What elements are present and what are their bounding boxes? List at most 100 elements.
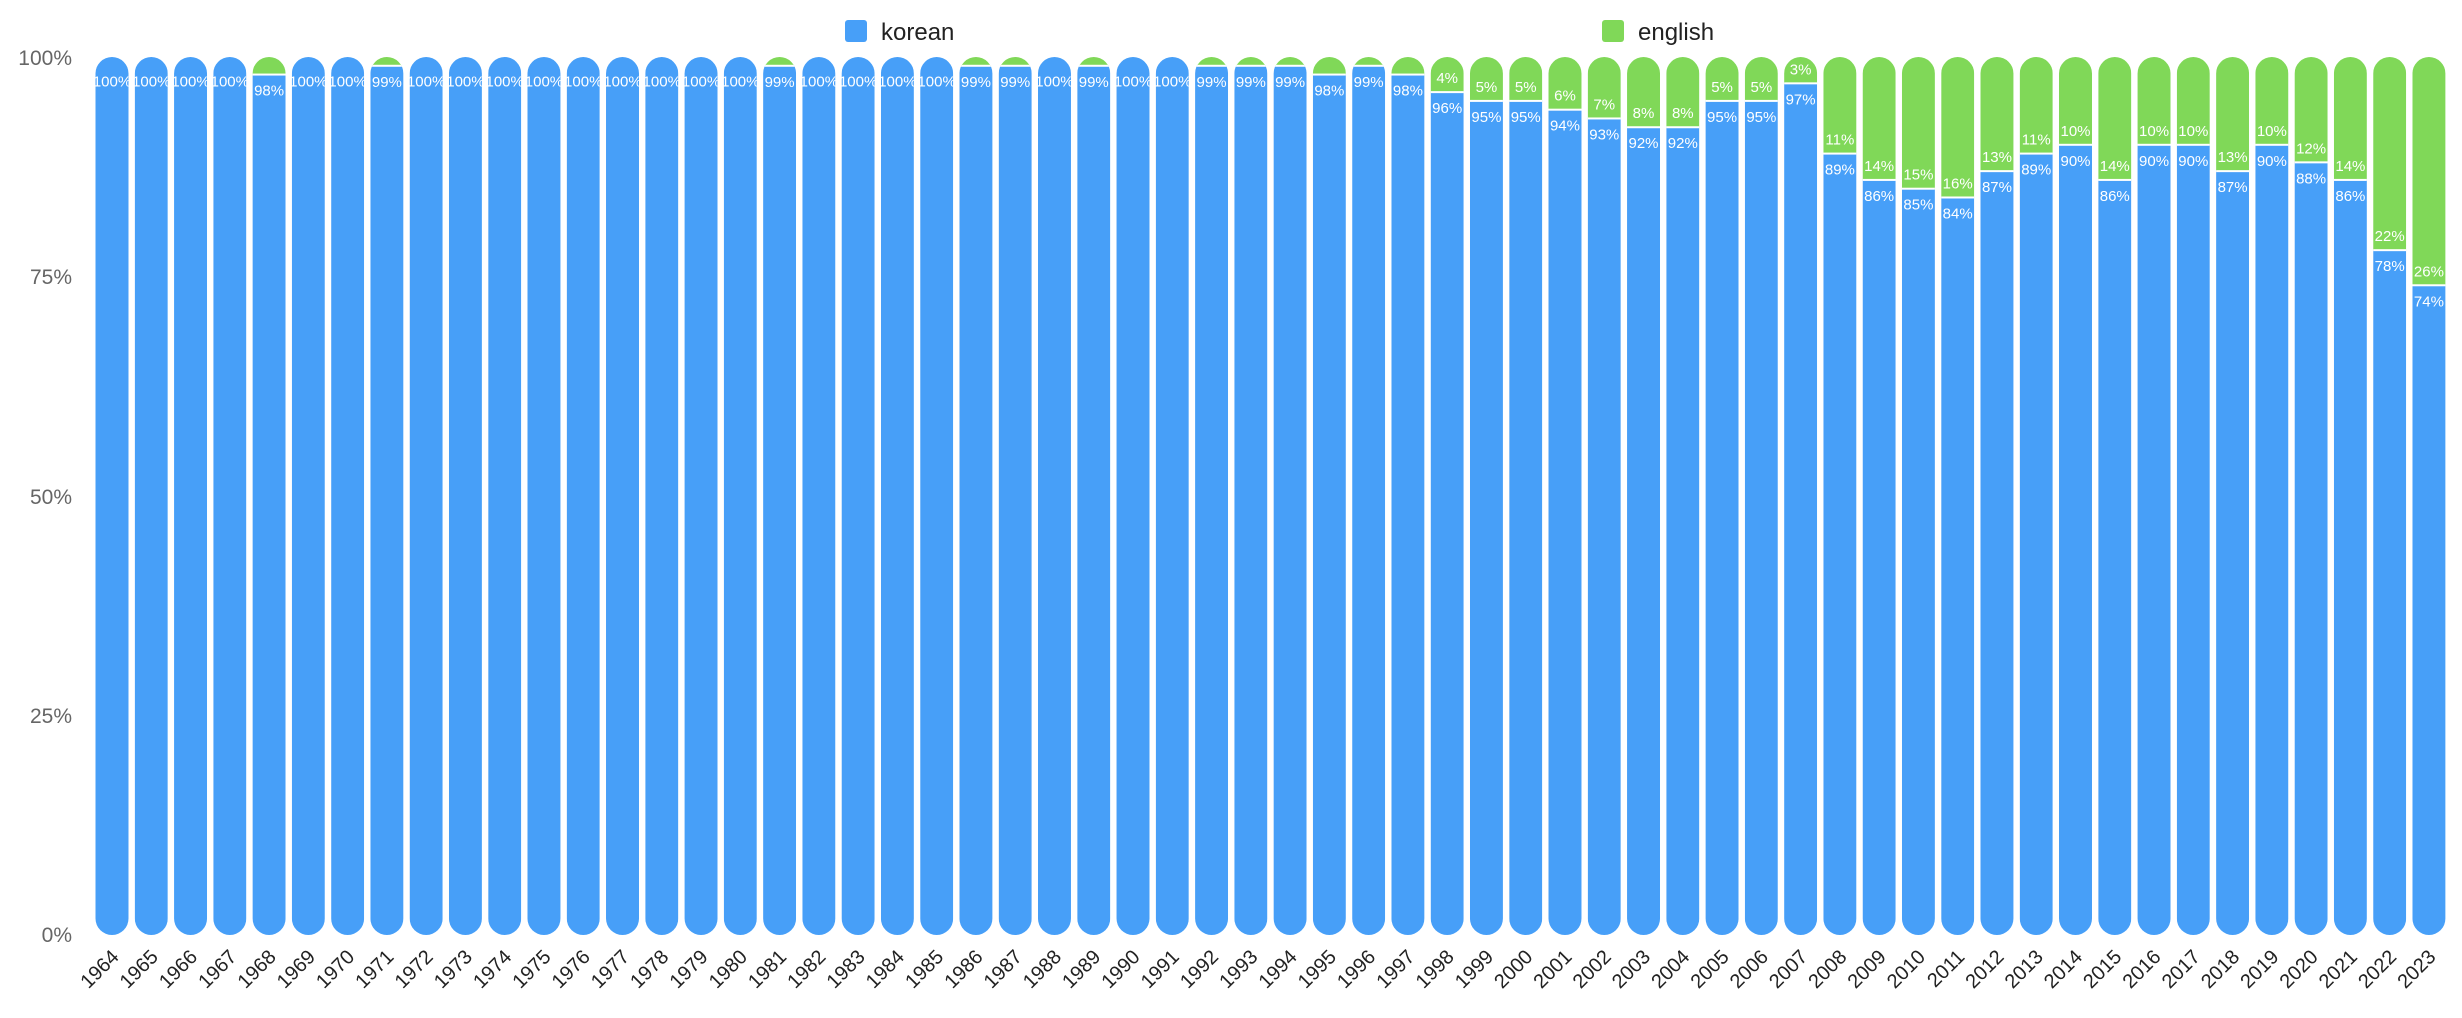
- bar-segment-english[interactable]: [1823, 57, 1857, 154]
- bar-segment-korean[interactable]: [527, 57, 561, 935]
- bar-segment-korean[interactable]: [684, 57, 718, 935]
- bar-segment-english[interactable]: [1312, 57, 1346, 75]
- bar-segment-korean[interactable]: [2019, 153, 2053, 935]
- bar-segment-korean[interactable]: [566, 57, 600, 935]
- bar-segment-english[interactable]: [1901, 57, 1935, 189]
- bar-1974[interactable]: [488, 57, 522, 935]
- bar-segment-korean[interactable]: [723, 57, 757, 935]
- bar-segment-english[interactable]: [1195, 57, 1229, 66]
- bar-segment-korean[interactable]: [95, 57, 129, 935]
- bar-segment-korean[interactable]: [1234, 65, 1268, 935]
- bar-2022[interactable]: [2373, 57, 2407, 935]
- bar-2002[interactable]: [1587, 57, 1621, 935]
- bar-segment-english[interactable]: [1666, 57, 1700, 128]
- bar-segment-english[interactable]: [2255, 57, 2289, 145]
- bar-segment-korean[interactable]: [1901, 188, 1935, 935]
- bar-segment-korean[interactable]: [1469, 100, 1503, 935]
- bar-1971[interactable]: [370, 57, 404, 935]
- bar-segment-english[interactable]: [1077, 57, 1111, 66]
- bar-2008[interactable]: [1823, 57, 1857, 935]
- bar-segment-english[interactable]: [959, 57, 993, 66]
- bar-segment-english[interactable]: [1430, 57, 1464, 93]
- bar-1984[interactable]: [880, 57, 914, 935]
- bar-segment-korean[interactable]: [134, 57, 168, 935]
- bar-2006[interactable]: [1744, 57, 1778, 935]
- bar-1978[interactable]: [645, 57, 679, 935]
- bar-segment-english[interactable]: [1391, 57, 1425, 75]
- bar-segment-korean[interactable]: [1391, 74, 1425, 935]
- bar-segment-korean[interactable]: [2255, 144, 2289, 935]
- bar-segment-english[interactable]: [1980, 57, 2014, 172]
- bar-segment-korean[interactable]: [213, 57, 247, 935]
- bar-segment-korean[interactable]: [1823, 153, 1857, 935]
- bar-segment-english[interactable]: [1509, 57, 1543, 101]
- bar-segment-korean[interactable]: [998, 65, 1032, 935]
- bar-segment-korean[interactable]: [409, 57, 443, 935]
- bar-2007[interactable]: [1784, 57, 1818, 935]
- bar-segment-english[interactable]: [1941, 57, 1975, 198]
- bar-1966[interactable]: [174, 57, 208, 935]
- bar-segment-korean[interactable]: [1784, 83, 1818, 935]
- bar-1973[interactable]: [448, 57, 482, 935]
- bar-segment-korean[interactable]: [2373, 250, 2407, 935]
- bar-1993[interactable]: [1234, 57, 1268, 935]
- bar-2000[interactable]: [1509, 57, 1543, 935]
- bar-1979[interactable]: [684, 57, 718, 935]
- bar-1995[interactable]: [1312, 57, 1346, 935]
- bar-2010[interactable]: [1901, 57, 1935, 935]
- bar-segment-english[interactable]: [1744, 57, 1778, 101]
- bar-1967[interactable]: [213, 57, 247, 935]
- bar-1964[interactable]: [95, 57, 129, 935]
- bar-segment-korean[interactable]: [448, 57, 482, 935]
- bar-segment-korean[interactable]: [1941, 197, 1975, 935]
- bar-segment-korean[interactable]: [2098, 179, 2132, 935]
- bar-2017[interactable]: [2176, 57, 2210, 935]
- bar-segment-korean[interactable]: [1155, 57, 1189, 935]
- bar-segment-korean[interactable]: [2412, 285, 2446, 935]
- bar-segment-korean[interactable]: [1587, 118, 1621, 935]
- bar-segment-korean[interactable]: [1312, 74, 1346, 935]
- bar-segment-korean[interactable]: [1744, 100, 1778, 935]
- bar-1976[interactable]: [566, 57, 600, 935]
- bar-2013[interactable]: [2019, 57, 2053, 935]
- bar-1988[interactable]: [1037, 57, 1071, 935]
- bar-segment-korean[interactable]: [763, 65, 797, 935]
- bar-1977[interactable]: [606, 57, 640, 935]
- bar-2020[interactable]: [2294, 57, 2328, 935]
- bar-segment-korean[interactable]: [1548, 109, 1582, 935]
- bar-segment-english[interactable]: [1627, 57, 1661, 128]
- bar-1980[interactable]: [723, 57, 757, 935]
- bar-2018[interactable]: [2216, 57, 2250, 935]
- bar-segment-english[interactable]: [2333, 57, 2367, 180]
- bar-2012[interactable]: [1980, 57, 2014, 935]
- bar-segment-english[interactable]: [1705, 57, 1739, 101]
- bar-2001[interactable]: [1548, 57, 1582, 935]
- bar-segment-korean[interactable]: [331, 57, 365, 935]
- bar-1975[interactable]: [527, 57, 561, 935]
- bar-segment-korean[interactable]: [2137, 144, 2171, 935]
- bar-1983[interactable]: [841, 57, 875, 935]
- bar-2023[interactable]: [2412, 57, 2446, 935]
- bar-segment-english[interactable]: [2137, 57, 2171, 145]
- bar-1991[interactable]: [1155, 57, 1189, 935]
- bar-segment-korean[interactable]: [920, 57, 954, 935]
- bar-segment-korean[interactable]: [959, 65, 993, 935]
- bar-segment-english[interactable]: [2098, 57, 2132, 180]
- bar-segment-english[interactable]: [2059, 57, 2092, 145]
- bar-2019[interactable]: [2255, 57, 2289, 935]
- bar-1990[interactable]: [1116, 57, 1150, 935]
- bar-segment-korean[interactable]: [174, 57, 208, 935]
- bar-2009[interactable]: [1862, 57, 1896, 935]
- bar-segment-korean[interactable]: [1430, 92, 1464, 935]
- bar-segment-korean[interactable]: [1862, 179, 1896, 935]
- legend-item-english[interactable]: english: [1602, 19, 1714, 46]
- bar-1972[interactable]: [409, 57, 443, 935]
- bar-segment-english[interactable]: [1469, 57, 1503, 101]
- bar-1994[interactable]: [1273, 57, 1307, 935]
- bar-segment-english[interactable]: [2412, 57, 2446, 286]
- bar-segment-korean[interactable]: [1705, 100, 1739, 935]
- bar-1998[interactable]: [1430, 57, 1464, 935]
- bar-2014[interactable]: [2059, 57, 2092, 935]
- bar-segment-korean[interactable]: [2294, 162, 2328, 935]
- bar-1999[interactable]: [1469, 57, 1503, 935]
